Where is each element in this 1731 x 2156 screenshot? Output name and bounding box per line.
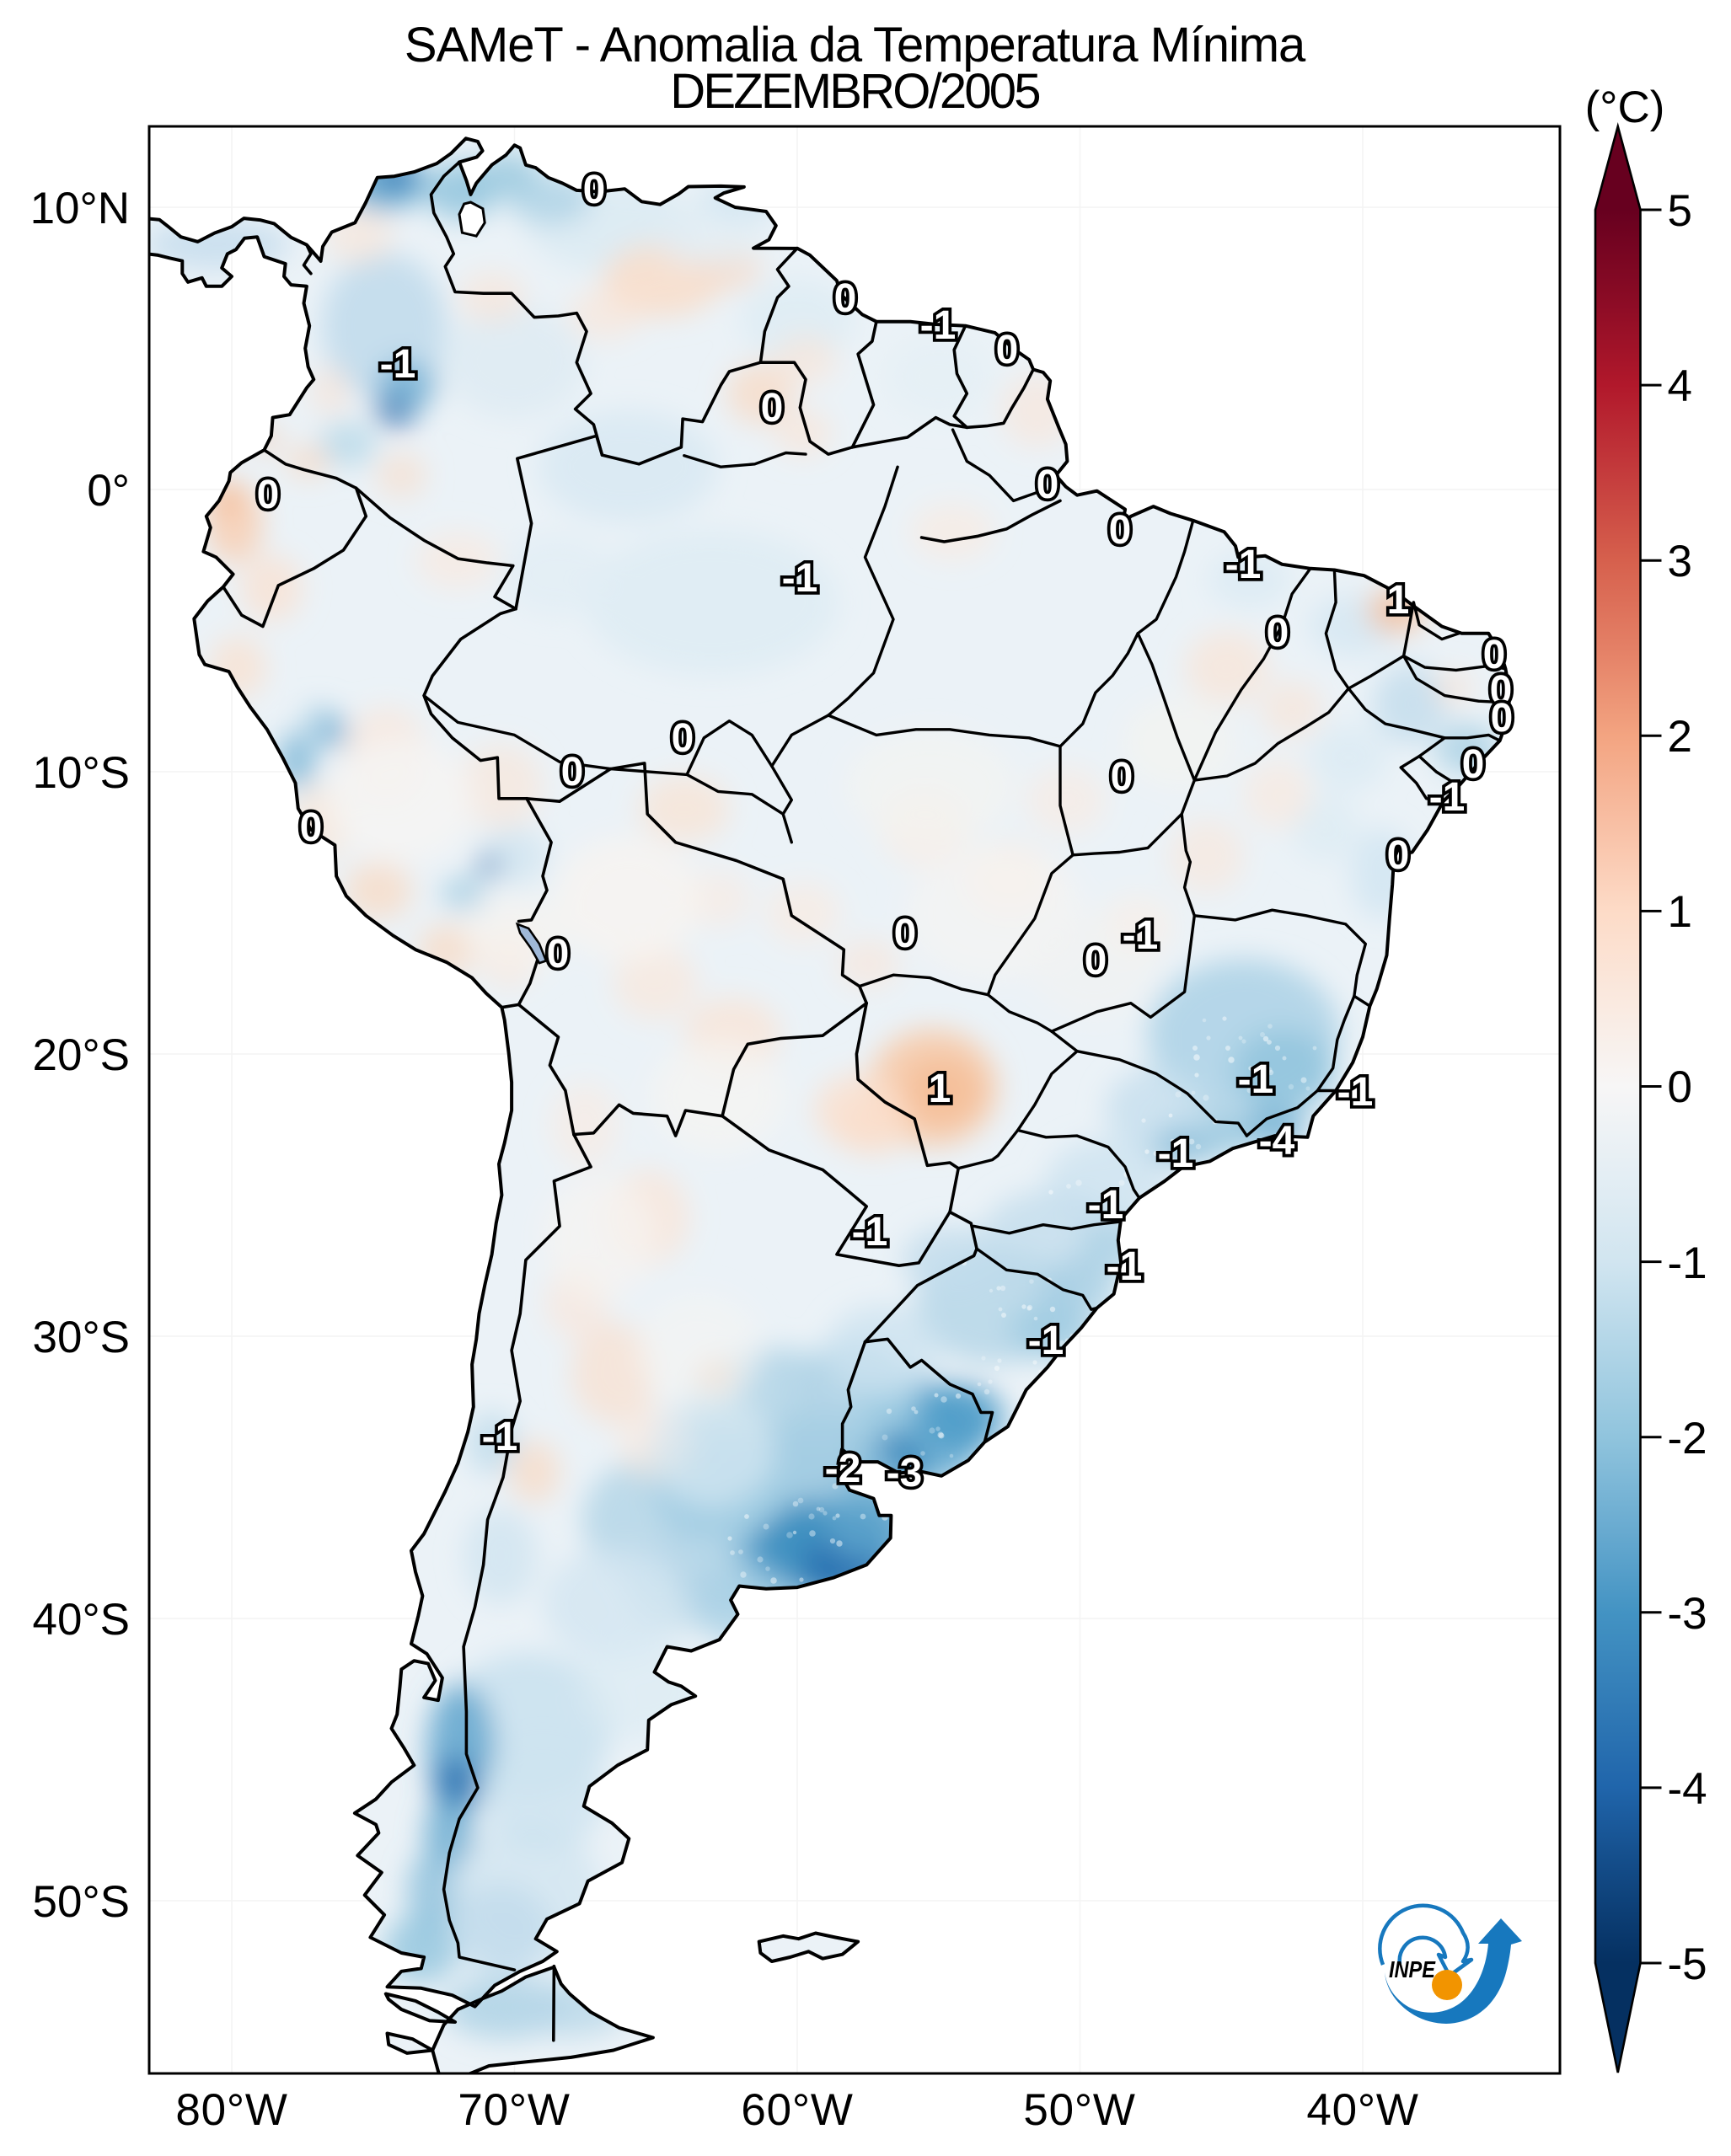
svg-text:20°S: 20°S — [33, 1030, 131, 1080]
svg-text:50°S: 50°S — [33, 1877, 131, 1927]
svg-text:0: 0 — [300, 805, 323, 850]
svg-text:0: 0 — [1109, 508, 1132, 553]
svg-text:-1: -1 — [1088, 1183, 1124, 1228]
svg-text:0: 0 — [761, 386, 784, 431]
svg-text:-3: -3 — [1668, 1589, 1707, 1639]
svg-text:2: 2 — [1668, 712, 1692, 762]
svg-text:4: 4 — [1668, 361, 1692, 411]
svg-text:0: 0 — [1668, 1062, 1692, 1112]
svg-text:80°W: 80°W — [175, 2085, 287, 2135]
svg-text:0: 0 — [1085, 939, 1107, 983]
svg-text:-1: -1 — [380, 342, 416, 387]
svg-text:0: 0 — [1462, 742, 1485, 787]
svg-text:0: 0 — [1387, 833, 1410, 878]
svg-text:-5: -5 — [1668, 1939, 1707, 1989]
svg-text:-1: -1 — [920, 303, 957, 348]
svg-text:0: 0 — [561, 750, 584, 794]
svg-text:-1: -1 — [1158, 1131, 1194, 1176]
svg-text:3: 3 — [1668, 537, 1692, 586]
svg-text:0: 0 — [583, 168, 606, 212]
svg-text:-1: -1 — [1123, 913, 1159, 958]
svg-text:-3: -3 — [887, 1451, 923, 1495]
svg-text:-2: -2 — [1668, 1414, 1707, 1463]
svg-text:-1: -1 — [1225, 543, 1262, 587]
svg-text:0: 0 — [1267, 611, 1289, 655]
svg-text:-1: -1 — [1107, 1244, 1143, 1289]
svg-text:0: 0 — [894, 912, 917, 956]
svg-text:30°S: 30°S — [33, 1313, 131, 1362]
svg-text:-1: -1 — [852, 1210, 888, 1255]
svg-text:10°S: 10°S — [33, 748, 131, 798]
svg-text:0: 0 — [834, 276, 857, 321]
svg-text:40°S: 40°S — [33, 1595, 131, 1645]
svg-text:0: 0 — [1491, 696, 1514, 741]
svg-text:50°W: 50°W — [1023, 2085, 1135, 2135]
svg-text:60°W: 60°W — [741, 2085, 853, 2135]
svg-text:5: 5 — [1668, 186, 1692, 236]
svg-text:0: 0 — [257, 473, 280, 517]
svg-text:-1: -1 — [1668, 1238, 1707, 1288]
svg-text:10°N: 10°N — [30, 184, 130, 233]
svg-text:-1: -1 — [1028, 1319, 1064, 1363]
svg-text:0: 0 — [996, 328, 1019, 372]
svg-text:-1: -1 — [782, 556, 818, 601]
svg-text:-1: -1 — [482, 1415, 518, 1459]
svg-text:0: 0 — [672, 716, 694, 761]
svg-text:1: 1 — [929, 1067, 951, 1111]
svg-text:-2: -2 — [825, 1447, 861, 1491]
svg-text:-1: -1 — [1337, 1070, 1374, 1115]
svg-text:40°W: 40°W — [1306, 2085, 1418, 2135]
svg-text:0: 0 — [1483, 633, 1506, 677]
svg-text:-1: -1 — [1429, 775, 1466, 820]
svg-text:-1: -1 — [1238, 1057, 1274, 1102]
svg-text:0: 0 — [1037, 463, 1059, 507]
svg-text:0°: 0° — [87, 466, 130, 516]
svg-text:1: 1 — [1668, 887, 1692, 937]
svg-text:-4: -4 — [1259, 1119, 1295, 1164]
svg-text:-4: -4 — [1668, 1764, 1707, 1814]
svg-text:(°C): (°C) — [1585, 83, 1665, 132]
svg-text:INPE: INPE — [1389, 1956, 1436, 1982]
svg-text:0: 0 — [547, 932, 570, 976]
svg-text:0: 0 — [1490, 668, 1513, 713]
svg-text:0: 0 — [1111, 755, 1133, 800]
svg-text:70°W: 70°W — [458, 2085, 570, 2135]
svg-text:1: 1 — [1387, 578, 1410, 623]
